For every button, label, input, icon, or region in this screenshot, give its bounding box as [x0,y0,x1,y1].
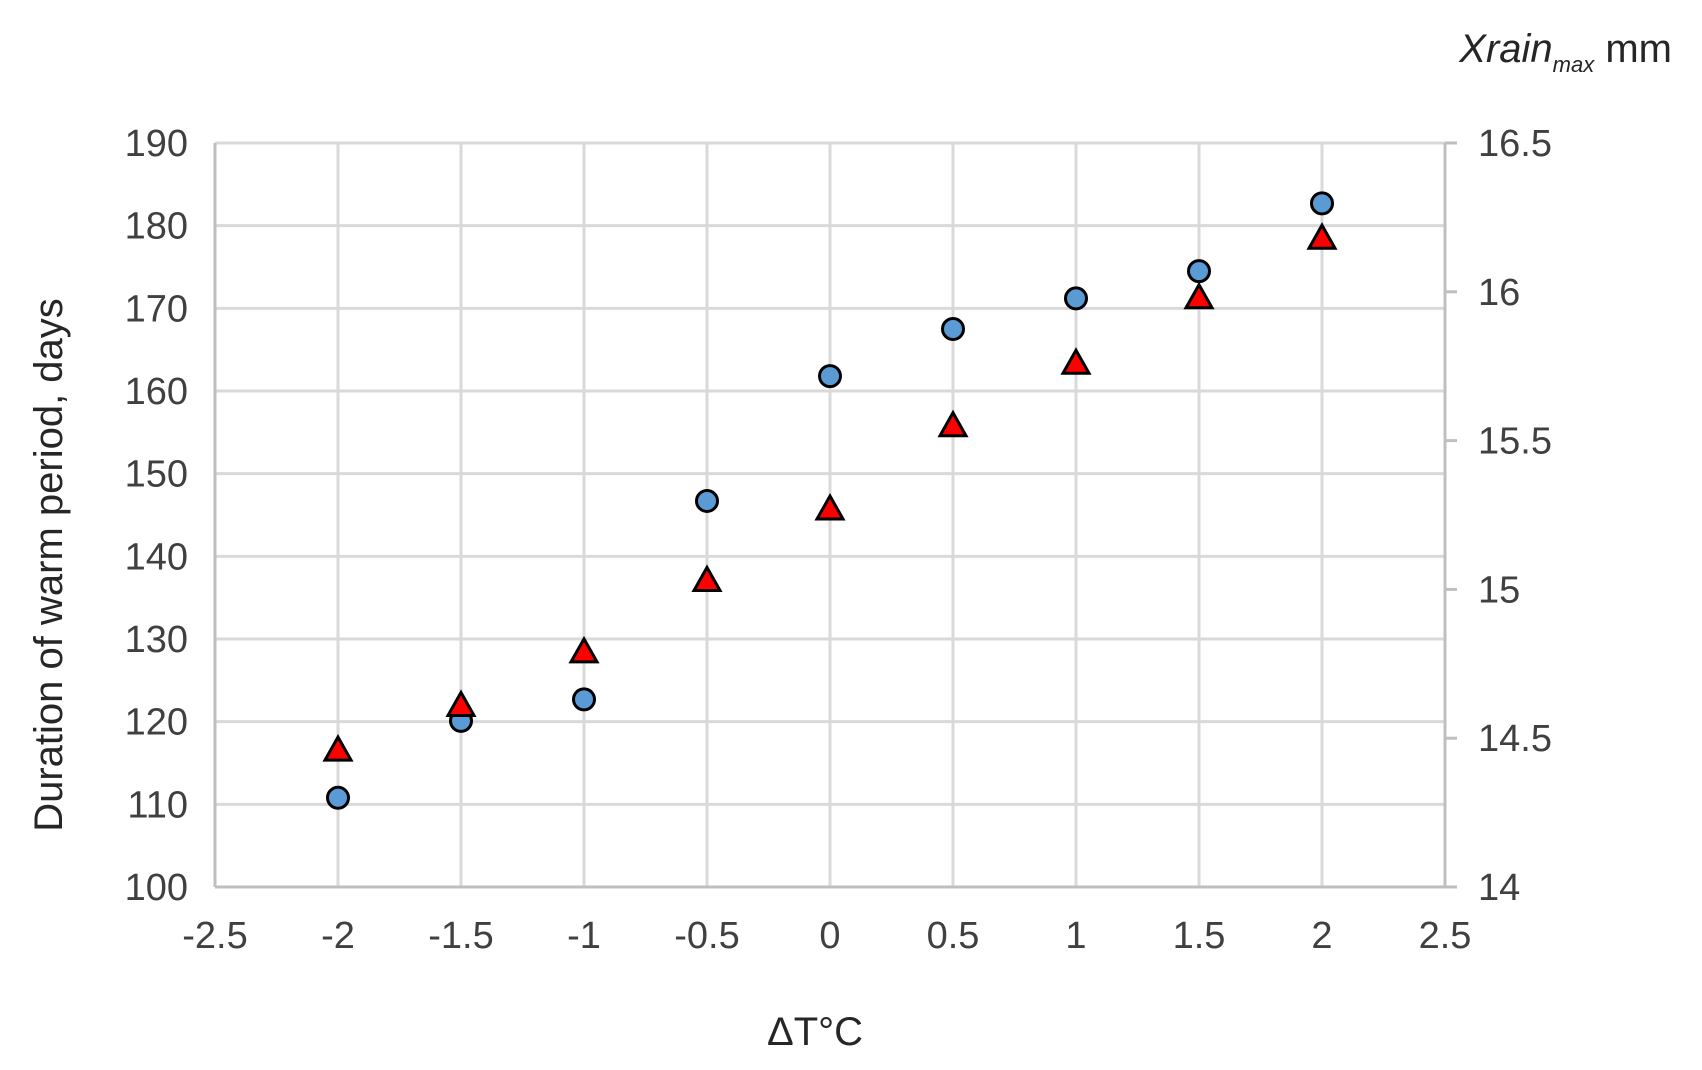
y-axis-label: Duration of warm period, days [27,298,71,832]
y-tick-label: 180 [125,206,188,248]
x-tick-label: -1 [567,915,601,957]
y-tick-label: 130 [125,619,188,661]
circle-point [1310,191,1334,216]
circle-point [1064,286,1088,311]
triangle-point [445,689,477,717]
x-tick-label: 1.5 [1173,915,1226,957]
y2-tick-label: 16 [1478,272,1520,314]
y2-axis-label-subscript: max [1553,52,1596,77]
circle-point [695,488,719,513]
x-tick-label: -0.5 [674,915,739,957]
y-tick-label: 100 [125,867,188,909]
circle-point [818,364,842,389]
data-points [322,191,1338,810]
circle-point [941,317,965,341]
y-tick-label: 160 [125,371,188,413]
triangle-point [568,635,600,664]
y2-tick-label: 15.5 [1478,421,1552,463]
y-tick-label: 110 [127,784,188,826]
triangle-point [322,734,354,762]
y2-tick-label: 14.5 [1478,718,1552,760]
x-tick-label: -1.5 [428,915,493,957]
x-tick-label: -2.5 [182,915,247,957]
x-tick-label: 0.5 [927,915,980,957]
y2-axis-label: Xrainmax mm [1458,27,1672,77]
x-tick-label: 2.5 [1419,915,1472,957]
triangle-point [937,409,969,438]
grid-lines [215,141,1445,887]
x-axis-label: ΔT°C [767,1010,863,1054]
y-tick-label: 190 [125,123,188,165]
y2-tick-label: 15 [1478,569,1520,611]
y2-axis-label-unit: mm [1594,27,1672,71]
triangle-point [1060,347,1092,375]
circle-point [1187,259,1211,284]
y-tick-label: 120 [125,702,188,744]
y-tick-label: 150 [125,454,188,496]
y-tick-label: 140 [125,536,188,578]
triangle-point [1306,222,1338,250]
x-tick-label: 1 [1065,915,1086,957]
x-tick-label: 2 [1311,915,1332,957]
x-tick-label: 0 [819,915,840,957]
x-tick-label: -2 [321,915,355,957]
axes [213,141,1457,889]
circle-point [572,687,596,712]
tick-labels: -2.5 -2 -1.5 -1 -0.5 0 0.5 1 1.5 2 2.5 100 110 120 130… [125,123,1552,957]
y-tick-label: 170 [125,288,188,330]
triangle-point [1183,281,1215,310]
y2-axis-label-main: Xrain [1458,27,1552,71]
circle-point [326,785,350,810]
y2-tick-label: 14 [1478,867,1520,909]
triangle-point [814,492,846,521]
triangle-point [691,564,723,592]
y2-tick-label: 16.5 [1478,123,1552,165]
